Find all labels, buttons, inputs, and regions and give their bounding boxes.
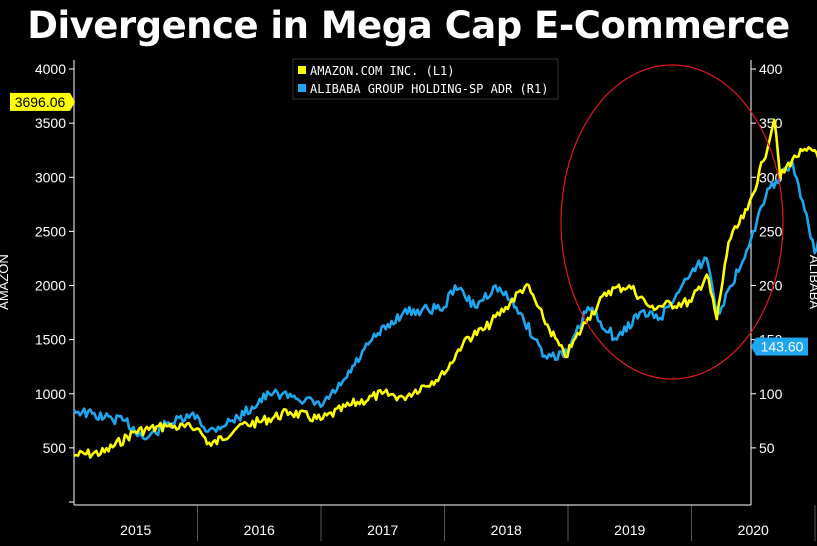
alibaba-last-value-pointer [751, 337, 756, 356]
left-y-axis-ticks: 500 1000 1500 2000 2500 3000 3500 4000 [35, 61, 74, 503]
x-tick-label: 2019 [614, 522, 645, 538]
x-grid-lines [197, 505, 816, 541]
left-tick-label: 2500 [35, 223, 66, 239]
legend-box [292, 58, 559, 100]
axes [73, 60, 752, 506]
amazon-last-value-pointer [70, 92, 75, 111]
legend: AMAZON.COM INC. (L1) ALIBABA GROUP HOLDI… [292, 58, 559, 100]
right-tick-label: 400 [759, 61, 783, 77]
legend-label-alibaba: ALIBABA GROUP HOLDING-SP ADR (R1) [310, 82, 548, 96]
x-tick-label: 2020 [738, 522, 769, 538]
left-tick-label: 3500 [35, 115, 66, 131]
right-y-axis-ticks: 50100150200250300350400 [751, 61, 783, 456]
right-tick-label: 100 [759, 386, 783, 402]
left-tick-label: 1000 [35, 386, 66, 402]
left-tick-label: 2000 [35, 278, 66, 294]
x-tick-label: 2016 [244, 522, 275, 538]
left-tick-label: 3000 [35, 169, 66, 185]
amazon-last-value-label: 3696.06 [15, 94, 66, 110]
x-tick-label: 2018 [491, 522, 522, 538]
right-tick-label: 350 [759, 115, 783, 131]
left-tick-label: 500 [43, 440, 67, 456]
x-tick-label: 2017 [367, 522, 398, 538]
right-tick-label: 200 [759, 278, 783, 294]
chart-title: Divergence in Mega Cap E-Commerce [27, 4, 790, 47]
right-tick-label: 50 [759, 440, 775, 456]
series-line-amazon [73, 118, 817, 459]
highlight-ellipse [560, 64, 784, 380]
last-value-labels: 3696.06 143.60 [10, 92, 808, 356]
series-line-alibaba [72, 160, 817, 441]
series-lines [72, 118, 817, 459]
legend-label-amazon: AMAZON.COM INC. (L1) [310, 64, 455, 78]
legend-swatch-amazon [298, 66, 306, 74]
left-axis-title: AMAZON [0, 254, 11, 310]
amazon-last-value-badge [10, 92, 70, 111]
alibaba-last-value-badge [756, 337, 808, 356]
alibaba-last-value-label: 143.60 [761, 339, 804, 355]
right-tick-label: 250 [759, 223, 783, 239]
right-axis-title: ALIBABA [807, 255, 817, 310]
left-tick-label: 4000 [35, 61, 66, 77]
left-tick-label: 1500 [35, 332, 66, 348]
x-axis-ticks: 20152016201720182019202020212022 [120, 522, 769, 538]
x-tick-label: 2015 [120, 522, 151, 538]
legend-swatch-alibaba [298, 84, 306, 92]
